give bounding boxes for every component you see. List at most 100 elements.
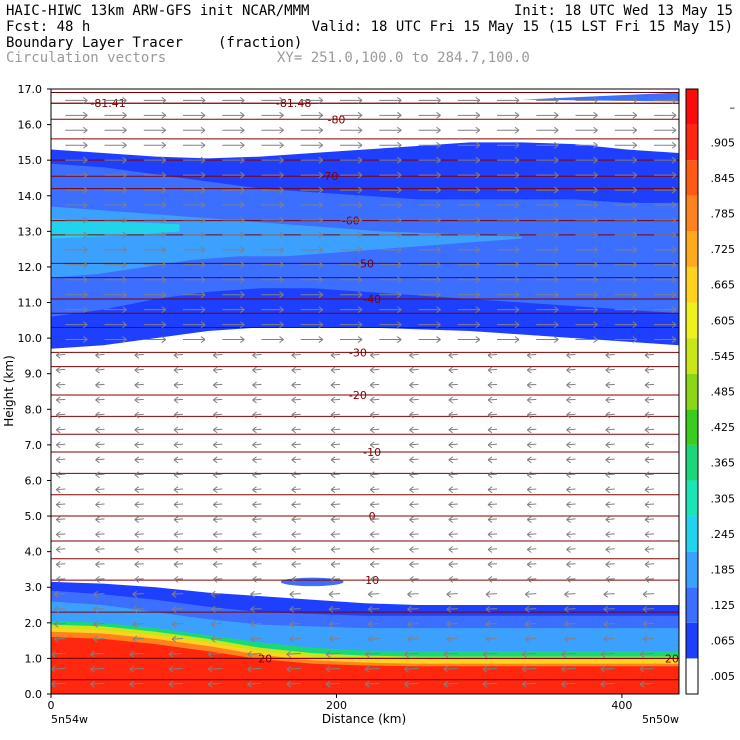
vector-arrow bbox=[448, 575, 458, 583]
vector-arrow bbox=[644, 501, 655, 509]
vector-head bbox=[82, 264, 88, 269]
vector-head bbox=[632, 309, 638, 314]
vector-arrow bbox=[448, 561, 458, 568]
vector-head bbox=[134, 504, 140, 509]
vector-head bbox=[553, 249, 559, 254]
vector-head bbox=[122, 339, 127, 343]
vector-head bbox=[210, 590, 216, 595]
vector-head bbox=[671, 171, 677, 176]
y-tick-label: 2.0 bbox=[25, 617, 43, 630]
vector-arrow bbox=[286, 680, 301, 688]
vector-shaft bbox=[325, 682, 341, 685]
vector-head bbox=[436, 144, 441, 149]
vector-head bbox=[553, 261, 559, 266]
vector-head bbox=[553, 174, 559, 179]
vector-shaft bbox=[173, 548, 184, 550]
vector-shaft bbox=[291, 488, 301, 491]
field-name: Boundary Layer Tracer bbox=[6, 35, 183, 51]
vector-shaft bbox=[485, 637, 498, 640]
y-tick-label: 7.0 bbox=[25, 439, 43, 452]
vector-head bbox=[409, 396, 414, 401]
vector-head bbox=[252, 575, 257, 580]
vector-head bbox=[318, 261, 324, 266]
vector-head bbox=[279, 234, 284, 239]
vector-head bbox=[55, 429, 61, 434]
vector-arrow bbox=[95, 366, 105, 374]
vector-head bbox=[286, 668, 292, 673]
vector-head bbox=[357, 216, 363, 221]
vector-shaft bbox=[644, 503, 655, 506]
vector-arrow bbox=[575, 306, 598, 314]
vector-arrow bbox=[134, 366, 144, 374]
vector-arrow bbox=[526, 561, 537, 568]
vector-arrow bbox=[289, 605, 301, 613]
vector-head bbox=[475, 306, 481, 311]
vector-head bbox=[90, 650, 95, 655]
vector-head bbox=[605, 426, 611, 431]
vector-head bbox=[632, 264, 638, 269]
vector-arrow bbox=[250, 590, 262, 598]
vector-shaft bbox=[644, 563, 655, 565]
vector-arrow bbox=[564, 620, 576, 628]
colorbar: .005.065.125.185.245.305.365.425.485.545… bbox=[685, 88, 735, 695]
vector-arrow bbox=[261, 261, 284, 269]
vector-head bbox=[212, 381, 218, 386]
vector-head bbox=[134, 456, 140, 461]
vector-arrow bbox=[526, 366, 537, 374]
vector-head bbox=[357, 249, 363, 254]
vector-head bbox=[409, 534, 414, 538]
vector-shaft bbox=[213, 548, 223, 550]
init-time: Init: 18 UTC Wed 13 May 15 bbox=[514, 3, 733, 19]
vector-arrow bbox=[379, 321, 402, 328]
vector-arrow bbox=[443, 665, 458, 673]
vector-arrow bbox=[65, 246, 88, 254]
vector-arrow bbox=[575, 171, 598, 179]
vector-head bbox=[369, 429, 375, 434]
vector-head bbox=[475, 141, 481, 146]
vector-head bbox=[448, 578, 454, 583]
vector-head bbox=[279, 96, 284, 101]
vector-head bbox=[173, 354, 179, 359]
vector-head bbox=[122, 246, 127, 251]
vector-arrow bbox=[134, 471, 144, 479]
vector-head bbox=[407, 638, 412, 643]
vector-head bbox=[409, 578, 414, 583]
vector-head bbox=[279, 231, 284, 236]
vector-head bbox=[603, 635, 609, 640]
vector-shaft bbox=[566, 413, 576, 416]
model-title: HAIC-HIWC 13km ARW-GFS init NCAR/MMM bbox=[6, 3, 309, 19]
vector-shaft bbox=[644, 548, 655, 550]
vector-head bbox=[369, 414, 375, 419]
vector-head bbox=[671, 276, 677, 281]
vector-arrow bbox=[644, 516, 655, 523]
vector-arrow bbox=[55, 426, 66, 434]
vector-head bbox=[173, 516, 179, 520]
vector-shaft bbox=[56, 368, 66, 371]
vector-shaft bbox=[522, 652, 537, 655]
vector-shaft bbox=[370, 353, 380, 356]
vector-head bbox=[593, 204, 598, 209]
vector-head bbox=[173, 384, 179, 389]
vector-head bbox=[644, 441, 650, 446]
vector-head bbox=[369, 456, 375, 461]
vector-shaft bbox=[252, 383, 262, 386]
vector-head bbox=[564, 638, 569, 643]
vector-head bbox=[436, 126, 441, 131]
vector-arrow bbox=[369, 546, 380, 553]
vector-head bbox=[291, 471, 297, 476]
vector-shaft bbox=[252, 563, 262, 565]
vector-arrow bbox=[95, 411, 105, 419]
vector-head bbox=[161, 126, 167, 131]
vector-shaft bbox=[407, 623, 419, 625]
vector-head bbox=[161, 321, 167, 325]
vector-head bbox=[593, 279, 598, 284]
vector-arrow bbox=[409, 456, 419, 464]
vector-shaft bbox=[330, 563, 341, 565]
vector-head bbox=[330, 456, 336, 461]
vector-head bbox=[487, 575, 493, 580]
vector-head bbox=[644, 399, 650, 404]
vector-head bbox=[553, 204, 559, 209]
vector-head bbox=[122, 264, 127, 269]
vector-arrow bbox=[95, 471, 105, 479]
vector-head bbox=[475, 294, 481, 299]
